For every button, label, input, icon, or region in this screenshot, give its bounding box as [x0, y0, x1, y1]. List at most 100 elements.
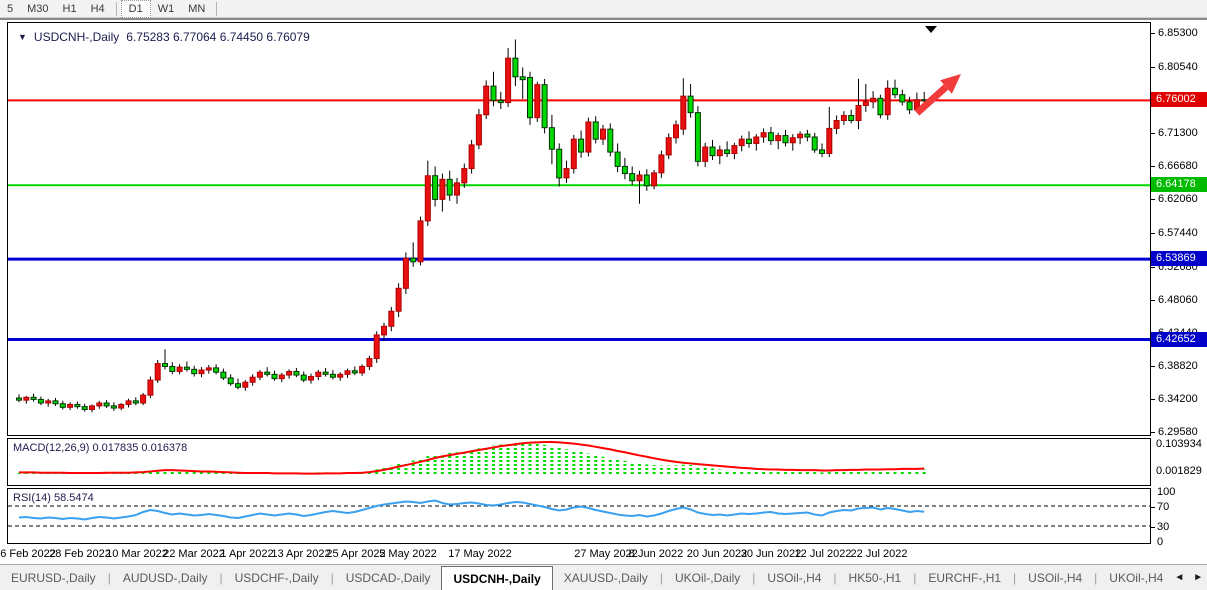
tab-eurchf-h1[interactable]: EURCHF-,H1	[928, 570, 1002, 585]
rsi-line	[18, 499, 925, 521]
bar-marker-triangle-icon	[925, 26, 937, 33]
price-tick-label: 6.48060	[1158, 293, 1198, 306]
price-level-badge: 6.42652	[1151, 331, 1207, 347]
rsi-axis-value: 30	[1157, 521, 1170, 533]
date-tick-label: 13 Apr 2022	[271, 548, 331, 560]
date-tick-label: 10 Mar 2022	[106, 548, 168, 560]
tick-dash	[1151, 527, 1155, 528]
tab-eurusd-daily[interactable]: EURUSD-,Daily	[11, 570, 96, 585]
timeframe-button-H4[interactable]: H4	[90, 2, 105, 15]
macd-signal-line	[19, 441, 925, 475]
date-tick-label: 25 Apr 2022	[326, 548, 386, 560]
date-tick-label: 22 Jul 2022	[850, 548, 908, 560]
toolbar-separator	[115, 1, 117, 16]
price-level-badge: 6.76002	[1151, 92, 1207, 108]
price-level-badge: 6.64178	[1151, 177, 1207, 193]
price-tick-label: 6.62060	[1158, 193, 1198, 206]
date-tick-label: 5 May 2022	[379, 548, 437, 560]
tab-scroll-arrows: ◄ ►	[1174, 565, 1207, 590]
price-tick-label: 6.66680	[1158, 160, 1198, 173]
chart-window: ▼ USDCNH-,Daily 6.75283 6.77064 6.74450 …	[0, 18, 1207, 564]
price-tick-label: 6.85300	[1158, 26, 1198, 39]
timeframe-button-M30[interactable]: M30	[27, 2, 49, 15]
chart-title: ▼ USDCNH-,Daily 6.75283 6.77064 6.74450 …	[18, 30, 310, 44]
tab-separator: |	[107, 570, 111, 585]
price-tick-label: 6.57440	[1158, 226, 1198, 239]
date-tick-label: 1 Apr 2022	[220, 548, 274, 560]
main-chart-pane[interactable]: ▼ USDCNH-,Daily 6.75283 6.77064 6.74450 …	[7, 22, 1151, 436]
tick-dash	[1151, 507, 1155, 508]
tab-ukoil-daily[interactable]: UKOil-,Daily	[674, 570, 741, 585]
date-tick-label: 30 Jun 2022	[740, 548, 802, 560]
tab-usoil-h4[interactable]: USOil-,H4	[767, 570, 822, 585]
time-axis[interactable]: 16 Feb 2022 28 Feb 2022 10 Mar 2022 22 Mar …	[0, 544, 1150, 564]
tab-separator: |	[330, 570, 334, 585]
tab-separator: |	[752, 570, 756, 585]
scroll-right-icon[interactable]: ►	[1193, 572, 1204, 583]
ohlc-values: 6.75283 6.77064 6.74450 6.76079	[126, 30, 310, 44]
price-tick-label: 6.38820	[1158, 360, 1198, 373]
date-tick-label: 16 Feb 2022	[0, 548, 56, 560]
price-axis[interactable]: 6.85300 6.80540 6.71300 6.66680 6.62060 6.574…	[1151, 22, 1207, 562]
tab-xauusd-daily[interactable]: XAUUSD-,Daily	[563, 570, 648, 585]
timeframe-button-W1[interactable]: W1	[157, 2, 175, 15]
tick-dash	[1151, 66, 1155, 68]
tab-usoil-h4[interactable]: USOil-,H4	[1028, 570, 1083, 585]
chevron-down-icon[interactable]: ▼	[18, 32, 27, 42]
date-tick-label: 12 Jul 2022	[794, 548, 852, 560]
tab-separator: |	[833, 570, 837, 585]
tab-separator: |	[1094, 570, 1098, 585]
tab-ukoil-h4[interactable]: UKOil-,H4	[1109, 570, 1164, 585]
macd-label: MACD(12,26,9) 0.017835 0.016378	[13, 442, 188, 454]
tab-audusd-daily[interactable]: AUDUSD-,Daily	[122, 570, 208, 585]
price-level-badge: 6.53869	[1151, 251, 1207, 267]
macd-chart	[17, 441, 926, 475]
tick-dash	[1151, 199, 1155, 201]
tab-separator: |	[913, 570, 917, 585]
candlestick-chart	[8, 26, 1150, 413]
date-tick-label: 27 May 2022	[574, 548, 638, 560]
date-tick-label: 17 May 2022	[448, 548, 512, 560]
price-tick-label: 6.71300	[1158, 127, 1198, 140]
date-tick-label: 28 Feb 2022	[49, 548, 111, 560]
date-tick-label: 22 Mar 2022	[163, 548, 225, 560]
timeframe-toolbar: 5 M30 H1 H4 D1 W1 MN	[0, 0, 1207, 18]
macd-axis-value: 0.103934	[1156, 438, 1202, 450]
timeframe-button-D1[interactable]: D1	[120, 0, 151, 18]
symbol-period-label: USDCNH-,Daily	[33, 30, 120, 44]
tick-dash	[1151, 399, 1155, 401]
timeframe-button-5[interactable]: 5	[7, 2, 14, 15]
rsi-axis-value: 100	[1157, 486, 1176, 498]
toolbar-separator	[216, 1, 218, 16]
price-tick-label: 6.80540	[1158, 60, 1198, 73]
date-tick-label: 8 Jun 2022	[628, 548, 684, 560]
timeframe-button-MN[interactable]: MN	[188, 2, 206, 15]
up-arrow-annotation[interactable]	[914, 74, 961, 116]
tick-dash	[1151, 432, 1155, 434]
price-tick-label: 6.29580	[1158, 426, 1198, 439]
tick-dash	[1151, 266, 1155, 268]
tab-separator: |	[219, 570, 223, 585]
tick-dash	[1151, 366, 1155, 368]
date-tick-label: 20 Jun 2022	[686, 548, 748, 560]
tab-separator: |	[659, 570, 663, 585]
macd-indicator-pane[interactable]: MACD(12,26,9) 0.017835 0.016378	[7, 438, 1151, 486]
rsi-axis-value: 0	[1157, 536, 1164, 548]
tick-dash	[1151, 299, 1155, 301]
tab-hk50-h1[interactable]: HK50-,H1	[848, 570, 902, 585]
timeframe-button-H1[interactable]: H1	[62, 2, 77, 15]
rsi-chart	[8, 499, 1150, 527]
tab-usdcad-daily[interactable]: USDCAD-,Daily	[345, 570, 431, 585]
tick-dash	[1151, 32, 1155, 34]
price-tick-label: 6.34200	[1158, 393, 1198, 406]
symbol-tabbar: EURUSD-,Daily | AUDUSD-,Daily | USDCHF-,Dail…	[0, 564, 1207, 590]
tick-dash	[1151, 133, 1155, 135]
tick-dash	[1151, 232, 1155, 234]
tab-separator: |	[1013, 570, 1017, 585]
scroll-left-icon[interactable]: ◄	[1174, 572, 1185, 583]
tab-usdchf-daily[interactable]: USDCHF-,Daily	[234, 570, 319, 585]
tab-usdcnh-daily[interactable]: USDCNH-,Daily	[441, 566, 553, 590]
rsi-indicator-pane[interactable]: RSI(14) 58.5474	[7, 488, 1151, 544]
rsi-label: RSI(14) 58.5474	[13, 492, 94, 504]
